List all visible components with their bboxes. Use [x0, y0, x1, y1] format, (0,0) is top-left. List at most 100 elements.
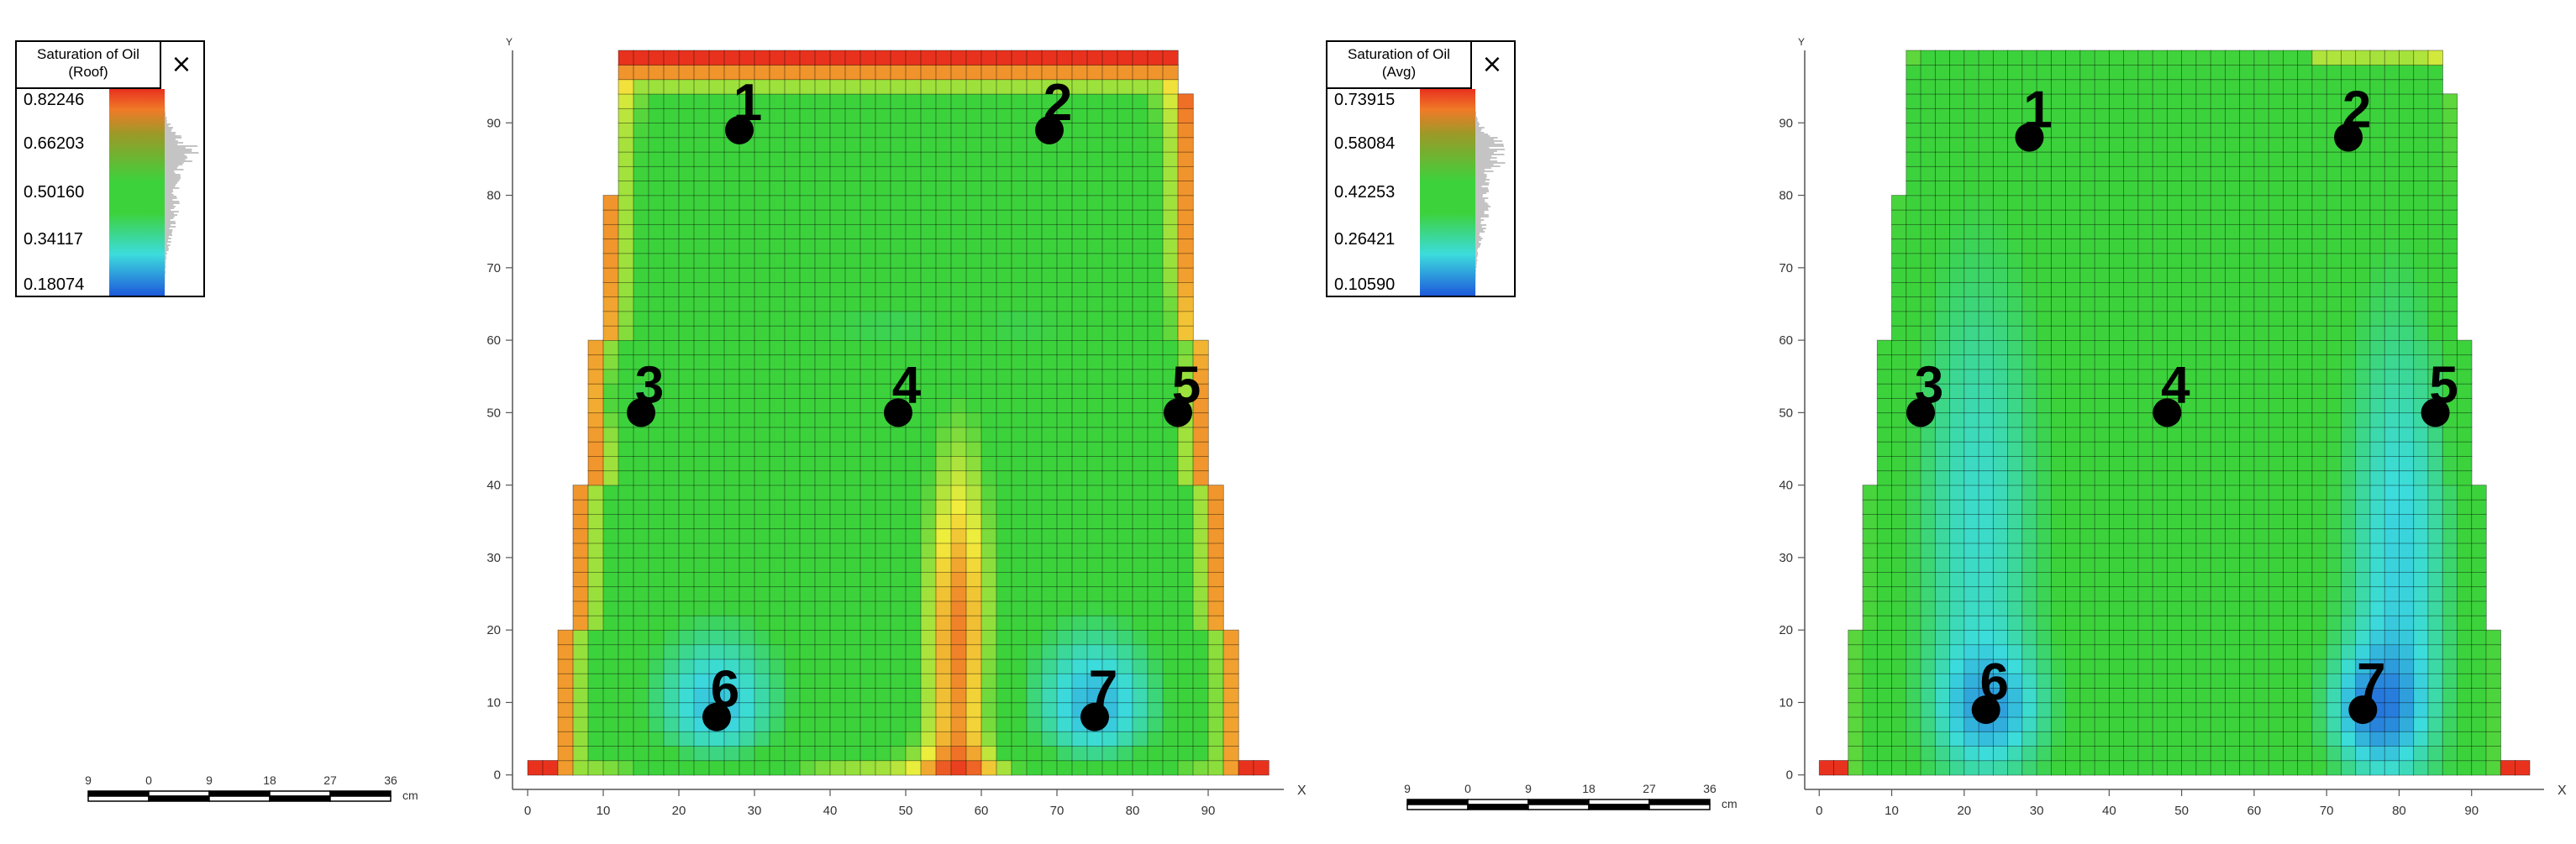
grid-cell	[2065, 760, 2081, 776]
grid-cell	[2036, 180, 2053, 197]
grid-cell	[890, 731, 907, 747]
grid-cell	[2065, 673, 2081, 689]
grid-cell	[1026, 687, 1043, 704]
grid-cell	[2326, 513, 2342, 530]
grid-cell	[739, 223, 755, 240]
grid-cell	[1071, 296, 1088, 312]
legend-title-line2: (Roof)	[68, 64, 108, 80]
grid-cell	[1192, 412, 1209, 428]
grid-cell	[1147, 397, 1164, 414]
grid-cell	[829, 731, 846, 747]
grid-cell	[2283, 528, 2299, 544]
grid-cell	[2007, 760, 2023, 776]
grid-cell	[905, 455, 922, 472]
close-icon[interactable]: ×	[171, 50, 192, 79]
grid-cell	[814, 600, 831, 616]
grid-cell	[1949, 325, 1965, 341]
grid-cell	[1934, 658, 1951, 674]
grid-cell	[1071, 253, 1088, 269]
grid-cell	[1934, 64, 1951, 81]
grid-cell	[1992, 296, 2009, 312]
grid-cell	[1071, 79, 1088, 95]
grid-cell	[1117, 64, 1133, 81]
grid-cell	[2195, 731, 2211, 747]
grid-cell	[2253, 397, 2269, 414]
grid-cell	[1964, 485, 1979, 501]
grid-cell	[2210, 339, 2226, 356]
close-icon[interactable]: ×	[1481, 50, 1503, 79]
grid-cell	[1041, 383, 1058, 399]
grid-cell	[890, 427, 907, 443]
grid-cell	[1041, 165, 1058, 181]
grid-cell	[1978, 253, 1995, 269]
grid-cell	[648, 673, 665, 689]
grid-cell	[1177, 223, 1194, 240]
grid-cell	[2413, 137, 2429, 153]
grid-cell	[875, 702, 891, 718]
grid-cell	[2021, 209, 2037, 225]
grid-cell	[2007, 64, 2023, 81]
grid-cell	[2108, 513, 2125, 530]
grid-cell	[875, 455, 891, 472]
grid-cell	[920, 760, 937, 776]
grid-cell	[618, 745, 634, 762]
grid-cell	[2079, 137, 2095, 153]
grid-cell	[769, 427, 786, 443]
grid-cell	[769, 238, 786, 254]
grid-cell	[633, 339, 649, 356]
grid-cell	[2137, 369, 2153, 385]
grid-cell	[2268, 253, 2284, 269]
grid-cell	[1086, 354, 1103, 370]
grid-cell	[2457, 469, 2473, 486]
grid-cell	[2065, 296, 2081, 312]
grid-cell	[2050, 209, 2067, 225]
grid-cell	[1949, 658, 1965, 674]
grid-cell	[2369, 571, 2385, 588]
grid-cell	[2369, 296, 2385, 312]
grid-cell	[618, 195, 634, 211]
grid-cell	[829, 658, 846, 674]
grid-cell	[980, 325, 997, 341]
grid-cell	[860, 745, 876, 762]
grid-cell	[2094, 485, 2111, 501]
grid-cell	[587, 369, 604, 385]
grid-cell	[2384, 412, 2400, 428]
grid-cell	[739, 543, 755, 558]
grid-cell	[1132, 165, 1149, 181]
grid-cell	[723, 325, 740, 341]
grid-cell	[1949, 760, 1965, 776]
grid-cell	[1964, 195, 1979, 211]
grid-cell	[950, 586, 967, 602]
grid-cell	[2195, 745, 2211, 762]
grid-cell	[572, 615, 589, 631]
grid-cell	[1056, 253, 1073, 269]
grid-cell	[996, 673, 1012, 689]
grid-cell	[950, 50, 967, 66]
grid-cell	[2442, 499, 2458, 515]
grid-cell	[2094, 325, 2111, 341]
grid-cell	[1086, 238, 1103, 254]
grid-cell	[1891, 716, 1907, 732]
grid-cell	[1147, 354, 1164, 370]
grid-cell	[2195, 702, 2211, 718]
grid-cell	[1162, 427, 1179, 443]
grid-cell	[2297, 673, 2313, 689]
grid-cell	[2311, 441, 2327, 457]
grid-cell	[2326, 180, 2342, 197]
grid-cell	[829, 557, 846, 573]
grid-cell	[2050, 513, 2067, 530]
grid-cell	[2283, 122, 2299, 139]
grid-cell	[980, 195, 997, 211]
grid-cell	[2036, 281, 2053, 298]
grid-cell	[2065, 64, 2081, 81]
grid-cell	[1147, 600, 1164, 616]
grid-cell	[2457, 339, 2473, 356]
grid-cell	[980, 716, 997, 732]
grid-cell	[587, 485, 604, 501]
grid-cell	[2123, 716, 2139, 732]
grid-cell	[1891, 469, 1907, 486]
grid-cell	[1177, 267, 1194, 283]
grid-cell	[2326, 369, 2342, 385]
grid-cell	[2297, 557, 2313, 573]
